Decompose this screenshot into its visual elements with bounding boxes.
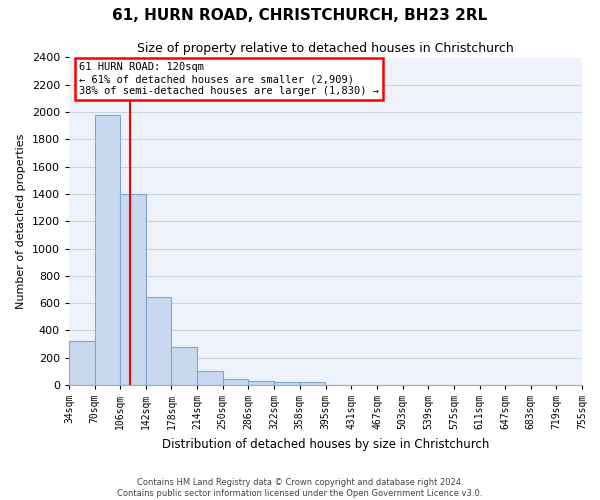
- Y-axis label: Number of detached properties: Number of detached properties: [16, 134, 26, 309]
- Bar: [172, 348, 197, 385]
- Bar: [120, 194, 146, 385]
- Bar: [223, 379, 248, 385]
- Bar: [69, 340, 95, 385]
- Bar: [146, 297, 172, 385]
- Text: 61 HURN ROAD: 120sqm
← 61% of detached houses are smaller (2,909)
38% of semi-de: 61 HURN ROAD: 120sqm ← 61% of detached h…: [79, 62, 379, 96]
- Bar: [197, 372, 223, 385]
- Bar: [248, 381, 274, 385]
- Title: Size of property relative to detached houses in Christchurch: Size of property relative to detached ho…: [137, 42, 514, 55]
- Bar: [274, 382, 299, 385]
- Bar: [95, 116, 120, 385]
- Text: Contains HM Land Registry data © Crown copyright and database right 2024.
Contai: Contains HM Land Registry data © Crown c…: [118, 478, 482, 498]
- Bar: [299, 382, 325, 385]
- X-axis label: Distribution of detached houses by size in Christchurch: Distribution of detached houses by size …: [162, 438, 489, 450]
- Text: 61, HURN ROAD, CHRISTCHURCH, BH23 2RL: 61, HURN ROAD, CHRISTCHURCH, BH23 2RL: [112, 8, 488, 22]
